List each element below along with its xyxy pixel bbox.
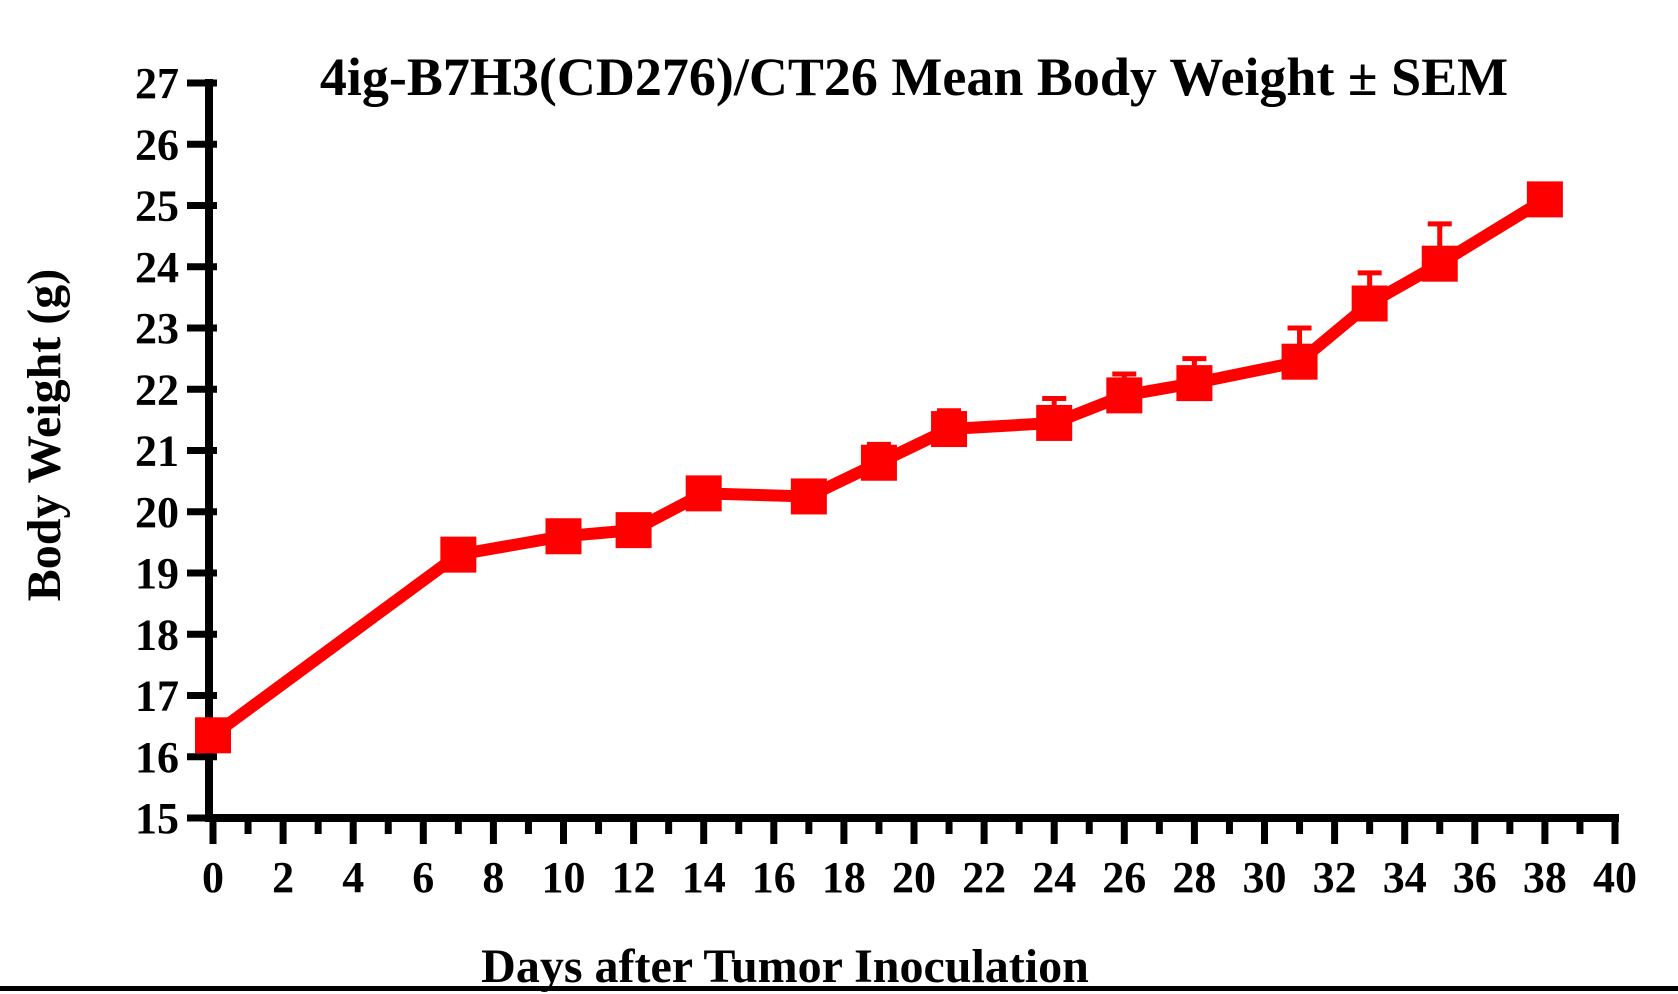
x-tick-label: 38 — [1523, 853, 1567, 902]
y-tick-label: 21 — [135, 427, 179, 476]
x-tick-label: 32 — [1313, 853, 1357, 902]
y-tick-label: 27 — [135, 59, 179, 108]
x-tick-label: 36 — [1453, 853, 1497, 902]
y-tick-label: 26 — [135, 120, 179, 169]
y-tick-label: 19 — [135, 549, 179, 598]
x-tick-label: 14 — [682, 853, 726, 902]
data-point-marker — [545, 518, 582, 555]
y-tick-label: 15 — [135, 794, 179, 843]
x-tick-label: 4 — [342, 853, 364, 902]
x-tick-label: 22 — [962, 853, 1006, 902]
x-tick-label: 30 — [1243, 853, 1287, 902]
x-tick-label: 26 — [1102, 853, 1146, 902]
y-tick-label: 22 — [135, 365, 179, 414]
y-tick-label: 17 — [135, 672, 179, 721]
x-tick-label: 2 — [272, 853, 294, 902]
y-tick-label: 24 — [135, 243, 179, 292]
x-tick-label: 8 — [482, 853, 504, 902]
chart-title: 4ig-B7H3(CD276)/CT26 Mean Body Weight ± … — [319, 47, 1509, 107]
data-point-marker — [1526, 181, 1563, 218]
y-axis-label: Body Weight (g) — [18, 268, 71, 602]
bottom-border-rule — [0, 986, 1678, 991]
data-point-marker — [1036, 404, 1073, 441]
x-tick-label: 0 — [202, 853, 224, 902]
x-tick-label: 6 — [412, 853, 434, 902]
y-tick-label: 18 — [135, 610, 179, 659]
x-tick-label: 24 — [1032, 853, 1076, 902]
data-point-marker — [860, 444, 897, 481]
x-tick-label: 10 — [542, 853, 586, 902]
data-point-marker — [440, 536, 477, 573]
x-tick-label: 40 — [1593, 853, 1637, 902]
data-point-marker — [1351, 285, 1388, 322]
x-tick-label: 12 — [612, 853, 656, 902]
data-point-marker — [195, 717, 231, 754]
data-point-marker — [931, 411, 968, 448]
data-point-marker — [790, 478, 827, 515]
y-tick-label: 20 — [135, 488, 179, 537]
y-tick-label: 25 — [135, 182, 179, 231]
x-tick-label: 28 — [1172, 853, 1216, 902]
x-tick-label: 16 — [752, 853, 796, 902]
x-tick-label: 20 — [892, 853, 936, 902]
data-point-marker — [685, 475, 722, 512]
y-tick-label: 16 — [135, 733, 179, 782]
data-point-marker — [1176, 365, 1213, 402]
x-tick-label: 34 — [1383, 853, 1427, 902]
data-point-marker — [1281, 343, 1318, 380]
data-point-marker — [1421, 245, 1458, 282]
x-tick-label: 18 — [822, 853, 866, 902]
data-point-marker — [1106, 377, 1143, 414]
y-tick-label: 23 — [135, 304, 179, 353]
data-point-marker — [615, 512, 652, 549]
x-axis-label: Days after Tumor Inoculation — [481, 940, 1089, 993]
